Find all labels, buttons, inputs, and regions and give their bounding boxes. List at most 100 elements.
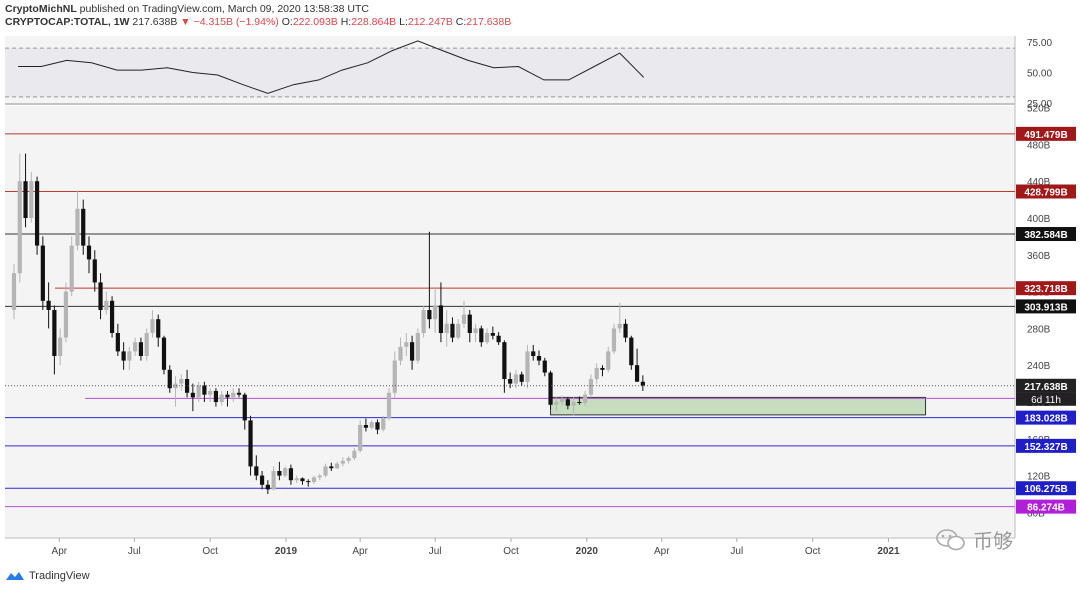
candle-body bbox=[588, 379, 594, 395]
candle-body bbox=[81, 208, 86, 246]
candle-body bbox=[254, 466, 259, 476]
candle bbox=[231, 388, 236, 402]
candle-body bbox=[29, 181, 34, 218]
time-tick-label: Apr bbox=[352, 546, 368, 557]
price-tick-label: 360B bbox=[1027, 251, 1051, 262]
candle-body bbox=[271, 471, 276, 490]
symbol-label[interactable]: CRYPTOCAP:TOTAL, 1W bbox=[5, 16, 130, 28]
candle-body bbox=[502, 342, 507, 379]
publish-row: CryptoMichNL published on TradingView.co… bbox=[5, 3, 511, 16]
candle bbox=[386, 388, 392, 421]
candle-body bbox=[421, 310, 426, 333]
candle bbox=[294, 475, 299, 483]
candle-body bbox=[213, 390, 219, 402]
candle-body bbox=[519, 374, 524, 382]
candle-body bbox=[617, 323, 622, 329]
candle bbox=[173, 376, 178, 407]
candle-body bbox=[311, 477, 317, 483]
candle bbox=[340, 457, 345, 467]
tradingview-logo-icon bbox=[6, 572, 24, 580]
candle bbox=[559, 395, 565, 406]
high-label: H: bbox=[340, 16, 352, 28]
candle-body bbox=[58, 337, 63, 356]
candle bbox=[277, 461, 282, 481]
candle-body bbox=[167, 369, 172, 389]
level-tag-label: 382.584B bbox=[1024, 230, 1067, 241]
main-pane bbox=[5, 106, 1015, 538]
candle bbox=[323, 463, 328, 478]
candle-body bbox=[34, 181, 40, 246]
candle bbox=[623, 319, 628, 343]
change-text: ▼ −4.315B (−1.94%) bbox=[180, 16, 279, 28]
candle-body bbox=[358, 425, 363, 451]
candle-body bbox=[17, 181, 22, 274]
price-tick-label: 80B bbox=[1027, 508, 1045, 519]
candle bbox=[138, 337, 144, 361]
candle-body bbox=[352, 450, 357, 459]
candle-body bbox=[63, 291, 69, 338]
candle bbox=[450, 317, 455, 343]
high-value: 228.864B bbox=[351, 16, 397, 28]
candle bbox=[519, 371, 524, 386]
candle-body bbox=[508, 379, 513, 384]
candle-body bbox=[375, 422, 380, 430]
publisher-name[interactable]: CryptoMichNL bbox=[5, 3, 77, 15]
candle-body bbox=[409, 342, 415, 361]
candle-body bbox=[525, 351, 530, 382]
candle bbox=[531, 344, 536, 361]
candle bbox=[236, 388, 242, 398]
candle-body bbox=[202, 385, 207, 395]
time-tick-label: 2019 bbox=[275, 546, 298, 557]
candle bbox=[611, 323, 617, 355]
price-tick-label: 400B bbox=[1027, 214, 1051, 225]
candle bbox=[508, 372, 513, 389]
level-price-tag: 323.718B bbox=[1016, 281, 1076, 296]
open-value: 222.093B bbox=[292, 16, 338, 28]
level-tag-label: 152.327B bbox=[1024, 442, 1067, 453]
candle-body bbox=[369, 422, 374, 428]
candle bbox=[300, 477, 305, 485]
candle-body bbox=[40, 245, 45, 301]
candle bbox=[502, 340, 507, 393]
time-tick-label: Jul bbox=[429, 546, 442, 557]
candle-body bbox=[184, 379, 190, 393]
candle-body bbox=[559, 399, 565, 402]
candle bbox=[513, 369, 519, 389]
candle bbox=[606, 346, 611, 373]
candle bbox=[306, 479, 311, 487]
level-price-tag: 382.584B bbox=[1016, 227, 1076, 242]
watermark-text: 币够 bbox=[973, 531, 1013, 553]
candle bbox=[634, 348, 640, 382]
candle bbox=[127, 346, 132, 370]
last-price-tag: 217.638B bbox=[1016, 378, 1076, 393]
candle bbox=[150, 310, 155, 338]
candle-body bbox=[415, 333, 420, 361]
candle-body bbox=[156, 319, 161, 338]
candle-body bbox=[92, 259, 97, 283]
candle-body bbox=[69, 245, 74, 292]
level-tag-label: 491.479B bbox=[1024, 130, 1067, 141]
level-tag-label: 86.274B bbox=[1027, 503, 1065, 514]
tradingview-footer: TradingView bbox=[5, 570, 90, 582]
level-tag-label: 183.028B bbox=[1024, 414, 1067, 425]
footer-brand: TradingView bbox=[29, 570, 90, 582]
candle-body bbox=[386, 392, 392, 419]
candle bbox=[179, 374, 184, 391]
support-zone bbox=[550, 396, 927, 416]
countdown-tag: 6d 11h bbox=[1016, 392, 1076, 406]
candle-body bbox=[340, 460, 345, 464]
candle bbox=[358, 420, 363, 453]
candle bbox=[283, 466, 288, 478]
rsi-y-tick: 75.00 bbox=[1027, 38, 1052, 49]
candle bbox=[484, 328, 490, 345]
candle bbox=[444, 310, 449, 347]
candle bbox=[346, 456, 351, 464]
candle-body bbox=[398, 346, 403, 361]
candle-body bbox=[127, 351, 132, 361]
candle bbox=[381, 415, 386, 432]
candle bbox=[225, 390, 230, 407]
candle-body bbox=[190, 392, 195, 398]
candle-body bbox=[346, 458, 351, 461]
low-label: L: bbox=[399, 16, 408, 28]
